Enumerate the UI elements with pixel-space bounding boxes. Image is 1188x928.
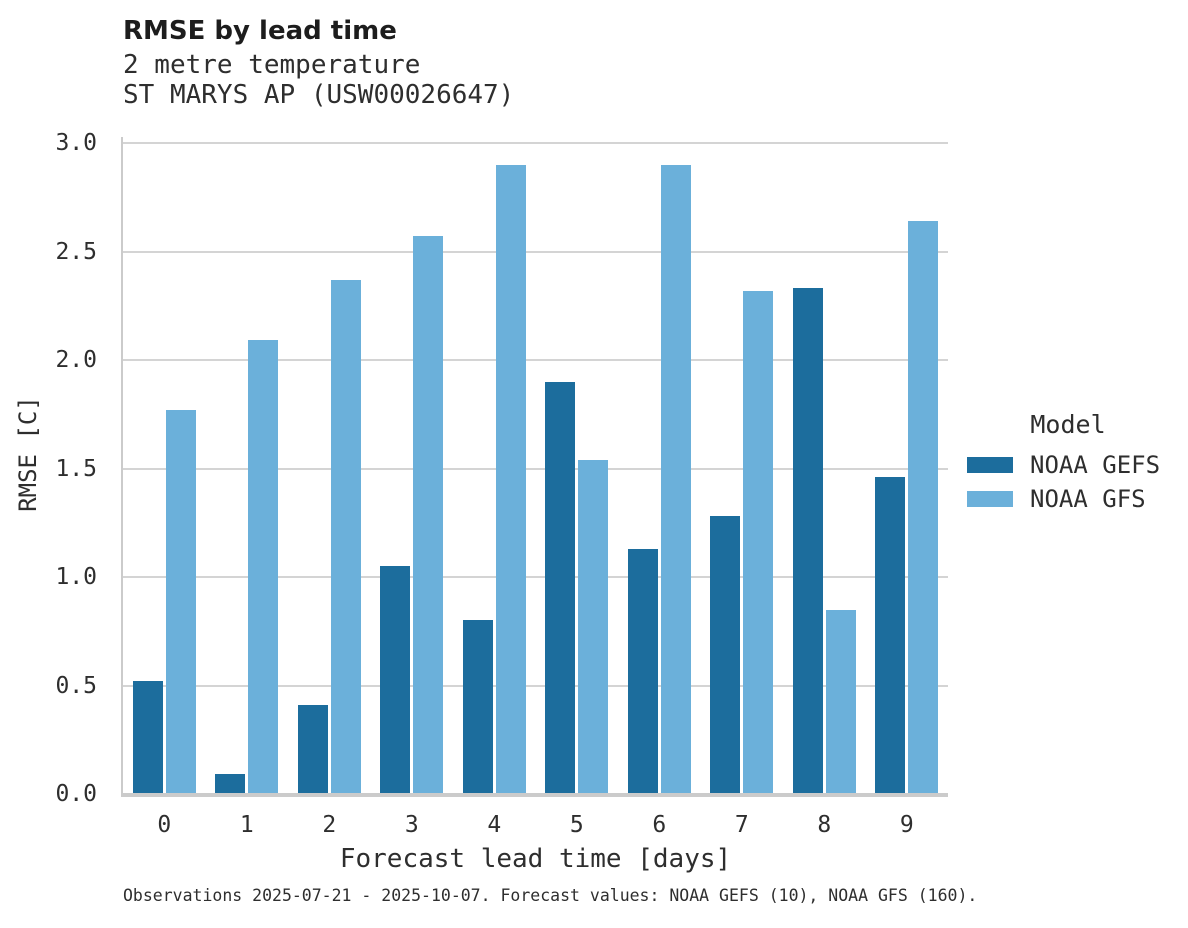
bar-noaa-gfs-lead-2 (330, 280, 361, 794)
x-axis-spine (121, 793, 948, 797)
y-axis-ticks: 3.0 2.5 2.0 1.5 1.0 0.5 0.0 (0, 130, 110, 807)
bar-group-lead-7 (710, 143, 774, 794)
gridlines (123, 142, 948, 794)
legend: Model NOAA GEFS NOAA GFS (967, 410, 1169, 514)
bar-noaa-gfs-lead-3 (413, 236, 444, 794)
legend-item-noaa-gefs: NOAA GEFS (967, 450, 1169, 480)
bar-noaa-gefs-lead-0 (132, 681, 163, 794)
y-tick-0.5: 0.5 (55, 672, 97, 699)
x-tick-5: 5 (569, 812, 584, 838)
bar-group-lead-9 (875, 143, 939, 794)
subtitle-line-station: ST MARYS AP (USW00026647) (123, 80, 515, 110)
x-tick-8: 8 (817, 812, 832, 838)
x-tick-2: 2 (322, 812, 337, 838)
bar-group-lead-8 (792, 143, 856, 794)
gridline-1.0 (123, 576, 948, 578)
legend-swatch-noaa-gfs (967, 491, 1013, 507)
bar-group-lead-0 (132, 143, 196, 794)
y-tick-2.5: 2.5 (55, 238, 97, 265)
gridline-1.5 (123, 467, 948, 470)
caption-text: Observations 2025-07-21 - 2025-10-07. Fo… (123, 886, 978, 905)
subtitle-line-variable: 2 metre temperature (123, 50, 421, 80)
y-tick-1.5: 1.5 (55, 455, 97, 482)
y-axis-spine (121, 137, 123, 797)
x-tick-0: 0 (157, 812, 172, 838)
gridline-2.0 (123, 359, 948, 361)
y-tick-3.0: 3.0 (55, 130, 97, 156)
bar-noaa-gfs-lead-1 (248, 340, 279, 794)
bar-noaa-gfs-lead-8 (825, 610, 856, 794)
plot-area (123, 143, 948, 794)
bar-noaa-gfs-lead-6 (660, 165, 691, 794)
chart-subtitle: 2 metre temperature ST MARYS AP (USW0002… (123, 50, 514, 110)
bar-noaa-gefs-lead-8 (792, 288, 823, 794)
bar-group-lead-4 (462, 143, 526, 794)
legend-item-noaa-gfs: NOAA GFS (967, 484, 1169, 514)
bar-noaa-gfs-lead-0 (165, 410, 196, 794)
bar-noaa-gefs-lead-2 (297, 705, 328, 794)
bar-group-lead-2 (297, 143, 361, 794)
bar-noaa-gefs-lead-6 (627, 549, 658, 794)
bar-noaa-gfs-lead-7 (743, 291, 774, 794)
gridline-3.0 (123, 142, 948, 144)
x-axis-ticks: 0 1 2 3 4 5 6 7 8 9 (123, 810, 948, 840)
x-tick-9: 9 (899, 812, 914, 838)
bar-noaa-gefs-lead-4 (462, 620, 493, 794)
bar-group-lead-3 (380, 143, 444, 794)
legend-label-noaa-gefs: NOAA GEFS (1030, 451, 1161, 479)
x-tick-4: 4 (487, 812, 502, 838)
bar-group-lead-5 (545, 143, 609, 794)
bar-noaa-gefs-lead-5 (545, 382, 576, 794)
gridline-2.5 (123, 250, 948, 253)
legend-label-noaa-gfs: NOAA GFS (1030, 485, 1146, 513)
bar-group-lead-1 (215, 143, 279, 794)
y-tick-0.0: 0.0 (55, 781, 97, 807)
x-tick-6: 6 (652, 812, 667, 838)
y-tick-2.0: 2.0 (55, 347, 97, 373)
bar-noaa-gfs-lead-5 (578, 460, 609, 794)
bar-noaa-gfs-lead-9 (908, 221, 939, 794)
x-axis-label: Forecast lead time [days] (339, 844, 732, 874)
x-tick-7: 7 (734, 812, 749, 838)
legend-swatch-noaa-gefs (967, 457, 1013, 473)
chart-title: RMSE by lead time (123, 16, 397, 46)
bar-group-lead-6 (627, 143, 691, 794)
x-tick-1: 1 (239, 812, 254, 838)
legend-items: NOAA GEFS NOAA GFS (967, 450, 1169, 514)
bar-noaa-gefs-lead-9 (875, 477, 906, 794)
gridline-0.5 (123, 684, 948, 687)
bar-noaa-gefs-lead-3 (380, 566, 411, 794)
bar-noaa-gfs-lead-4 (495, 165, 526, 794)
y-tick-1.0: 1.0 (55, 564, 97, 590)
bar-noaa-gefs-lead-7 (710, 516, 741, 794)
bar-noaa-gefs-lead-1 (215, 774, 246, 794)
legend-title: Model (1030, 410, 1106, 439)
x-tick-3: 3 (404, 812, 419, 838)
